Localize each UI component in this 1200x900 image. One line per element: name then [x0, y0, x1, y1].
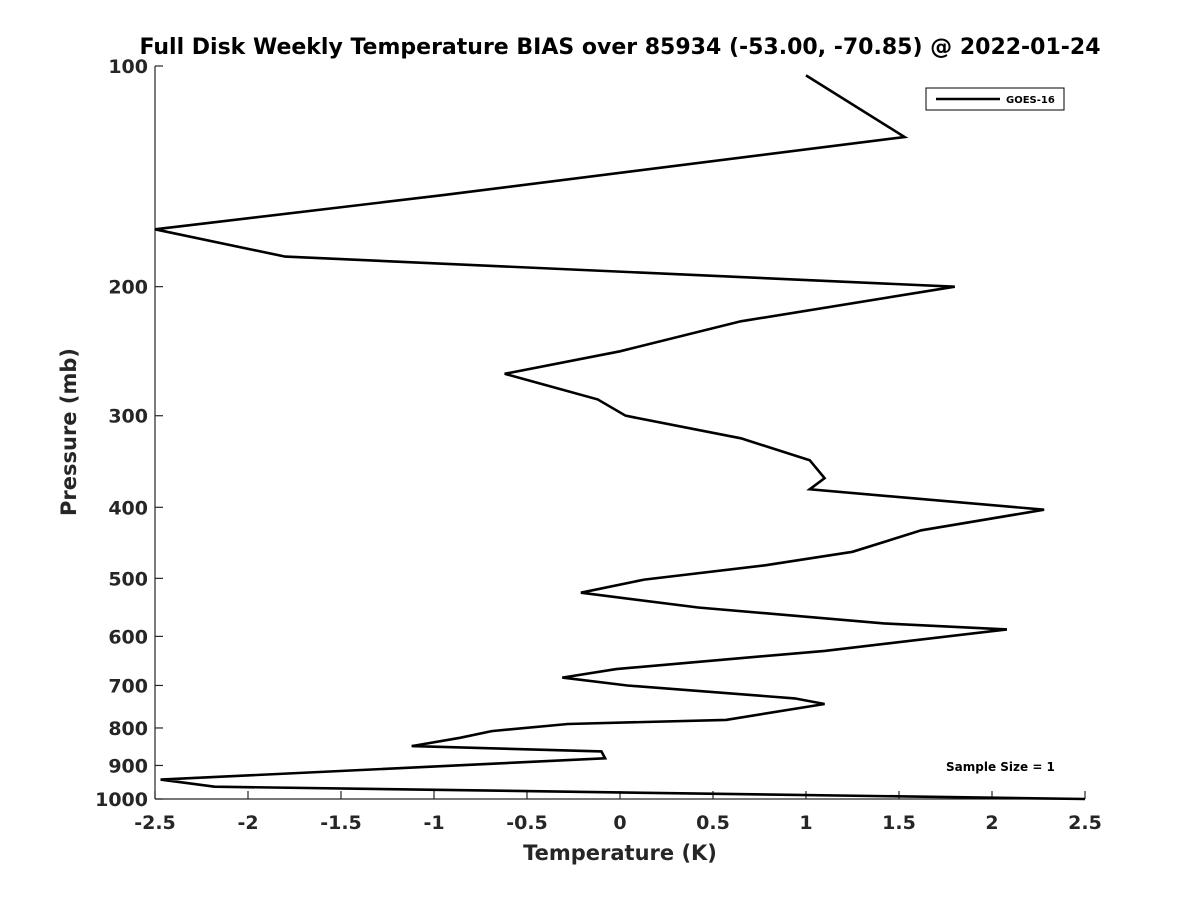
x-tick-label: 0 [613, 812, 626, 834]
x-tick-label: 2 [985, 812, 998, 834]
x-tick-label: -1 [423, 812, 444, 834]
y-tick-label: 900 [108, 755, 148, 777]
sample-size-annotation: Sample Size = 1 [946, 760, 1055, 774]
x-tick-label: -0.5 [506, 812, 548, 834]
x-tick-label: -1.5 [320, 812, 362, 834]
y-axis-label: Pressure (mb) [57, 348, 81, 516]
y-tick-label: 700 [108, 675, 148, 697]
y-tick-label: 200 [108, 277, 148, 299]
y-tick-label: 500 [108, 568, 148, 590]
legend: GOES-16 [926, 88, 1064, 110]
y-tick-label: 1000 [95, 789, 148, 811]
x-tick-label: 0.5 [696, 812, 730, 834]
x-tick-label: -2 [237, 812, 258, 834]
y-tick-label: 100 [108, 56, 148, 78]
x-tick-label: 1.5 [882, 812, 916, 834]
x-tick-label: 1 [799, 812, 812, 834]
chart-title: Full Disk Weekly Temperature BIAS over 8… [139, 35, 1100, 60]
y-tick-label: 600 [108, 626, 148, 648]
x-tick-label: -2.5 [134, 812, 176, 834]
x-axis-label: Temperature (K) [523, 841, 717, 865]
legend-label: GOES-16 [1006, 95, 1055, 106]
x-tick-label: 2.5 [1068, 812, 1102, 834]
y-tick-label: 400 [108, 497, 148, 519]
y-tick-label: 300 [108, 406, 148, 428]
y-tick-label: 800 [108, 718, 148, 740]
